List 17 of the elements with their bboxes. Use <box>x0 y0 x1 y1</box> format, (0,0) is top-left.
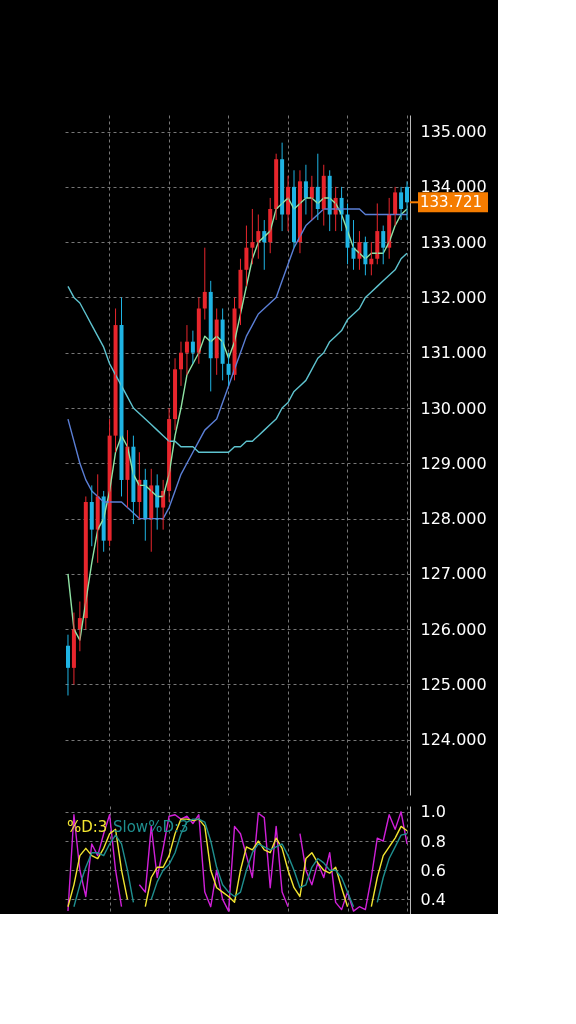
y-tick-label: 128.000 <box>420 509 487 529</box>
y-tick-label: 130.000 <box>420 398 487 418</box>
y-tick-label: 1.0 <box>420 802 446 822</box>
y-tick-label: 131.000 <box>420 343 487 363</box>
y-tick-label: 126.000 <box>420 619 487 639</box>
y-tick-label: 129.000 <box>420 453 487 473</box>
line-series <box>67 252 408 453</box>
y-tick-label: 125.000 <box>420 674 487 694</box>
ref-line-label: 133.721 <box>420 193 483 212</box>
y-tick-label: 0.8 <box>420 831 446 851</box>
y-tick-label: 135.000 <box>420 122 487 142</box>
y-tick-label: 127.000 <box>420 564 487 584</box>
y-tick-label: 0.6 <box>420 860 446 880</box>
y-tick-label: 0.4 <box>420 889 446 909</box>
y-tick-label: 132.000 <box>420 287 487 307</box>
y-tick-label: 124.000 <box>420 730 487 750</box>
y-tick-label: 133.000 <box>420 232 487 252</box>
